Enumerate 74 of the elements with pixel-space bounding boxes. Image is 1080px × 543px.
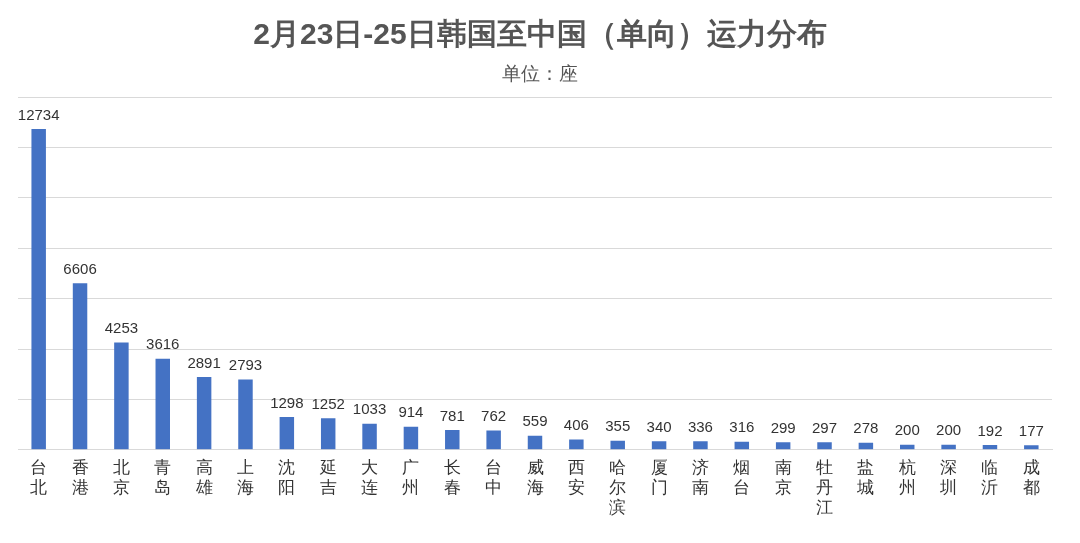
x-tick-label: 香港 (71, 457, 89, 498)
x-tick-label: 威海 (526, 457, 544, 498)
data-label: 1252 (311, 394, 345, 412)
bar (527, 435, 543, 450)
data-label: 914 (398, 403, 424, 421)
x-tick-label: 沈阳 (278, 457, 296, 498)
x-tick-label: 青岛 (154, 457, 172, 498)
x-tick-label: 南京 (774, 457, 792, 498)
bar (1024, 445, 1039, 450)
data-label: 406 (563, 416, 589, 434)
data-label: 762 (481, 407, 507, 425)
bar (775, 442, 791, 450)
bar (403, 426, 419, 450)
data-label: 2891 (187, 353, 221, 371)
data-label: 781 (439, 406, 465, 424)
bar (238, 379, 253, 450)
x-tick-label: 成都 (1022, 457, 1040, 498)
data-label: 200 (936, 421, 962, 439)
x-tick-label: 大连 (361, 457, 379, 498)
bar (486, 430, 501, 450)
data-label: 340 (646, 417, 672, 435)
data-label: 355 (605, 417, 631, 435)
x-tick-label: 厦门 (650, 457, 668, 498)
data-label: 12734 (17, 105, 60, 123)
chart-title: 2月23日-25日韩国至中国（单向）运力分布 (252, 16, 828, 52)
bar (196, 376, 212, 450)
data-label: 6606 (63, 259, 97, 277)
data-label: 336 (687, 417, 713, 435)
chart-subtitle: 单位：座 (501, 62, 579, 86)
data-label: 1033 (352, 400, 387, 418)
x-tick-label: 台北 (30, 457, 48, 498)
bar (734, 441, 750, 450)
data-label: 3616 (146, 335, 180, 353)
data-label: 278 (853, 419, 879, 437)
bar (362, 423, 377, 450)
x-tick-label: 北京 (112, 457, 130, 498)
x-tick-label: 杭州 (897, 457, 916, 498)
data-label: 316 (729, 418, 755, 436)
x-tick-label: 延吉 (318, 457, 337, 498)
x-tick-label: 烟台 (733, 457, 751, 498)
x-tick-label: 深圳 (939, 457, 958, 498)
bar (155, 358, 170, 450)
data-label: 192 (977, 421, 1003, 439)
bar (817, 442, 832, 450)
data-label: 559 (522, 412, 548, 430)
x-tick-label: 临沂 (981, 457, 999, 498)
x-tick-label: 盐城 (856, 457, 875, 498)
bar (569, 439, 584, 450)
bar (114, 342, 129, 450)
x-tick-label: 西安 (567, 457, 585, 498)
bar (320, 418, 336, 450)
data-label: 2793 (228, 356, 263, 374)
bar (279, 417, 295, 450)
data-label: 4253 (104, 319, 139, 337)
x-tick-label: 高雄 (194, 457, 213, 498)
bar (610, 440, 625, 450)
x-tick-label: 台中 (485, 457, 503, 498)
bar (941, 444, 956, 450)
bar (72, 283, 88, 450)
bar (693, 441, 708, 450)
data-label: 299 (770, 418, 796, 436)
data-label: 1298 (270, 393, 304, 411)
bar (651, 441, 667, 450)
x-tick-label: 上海 (236, 457, 254, 498)
x-tick-label: 哈尔滨 (609, 457, 627, 518)
bar (445, 430, 460, 450)
x-tick-label: 长春 (443, 457, 461, 498)
x-tick-label: 广州 (402, 457, 420, 498)
data-label: 177 (1018, 421, 1044, 439)
bar (31, 128, 46, 450)
x-tick-label: 牡丹江 (816, 457, 834, 518)
data-label: 297 (812, 418, 838, 436)
data-label: 200 (894, 421, 920, 439)
x-tick-label: 济南 (691, 457, 709, 498)
